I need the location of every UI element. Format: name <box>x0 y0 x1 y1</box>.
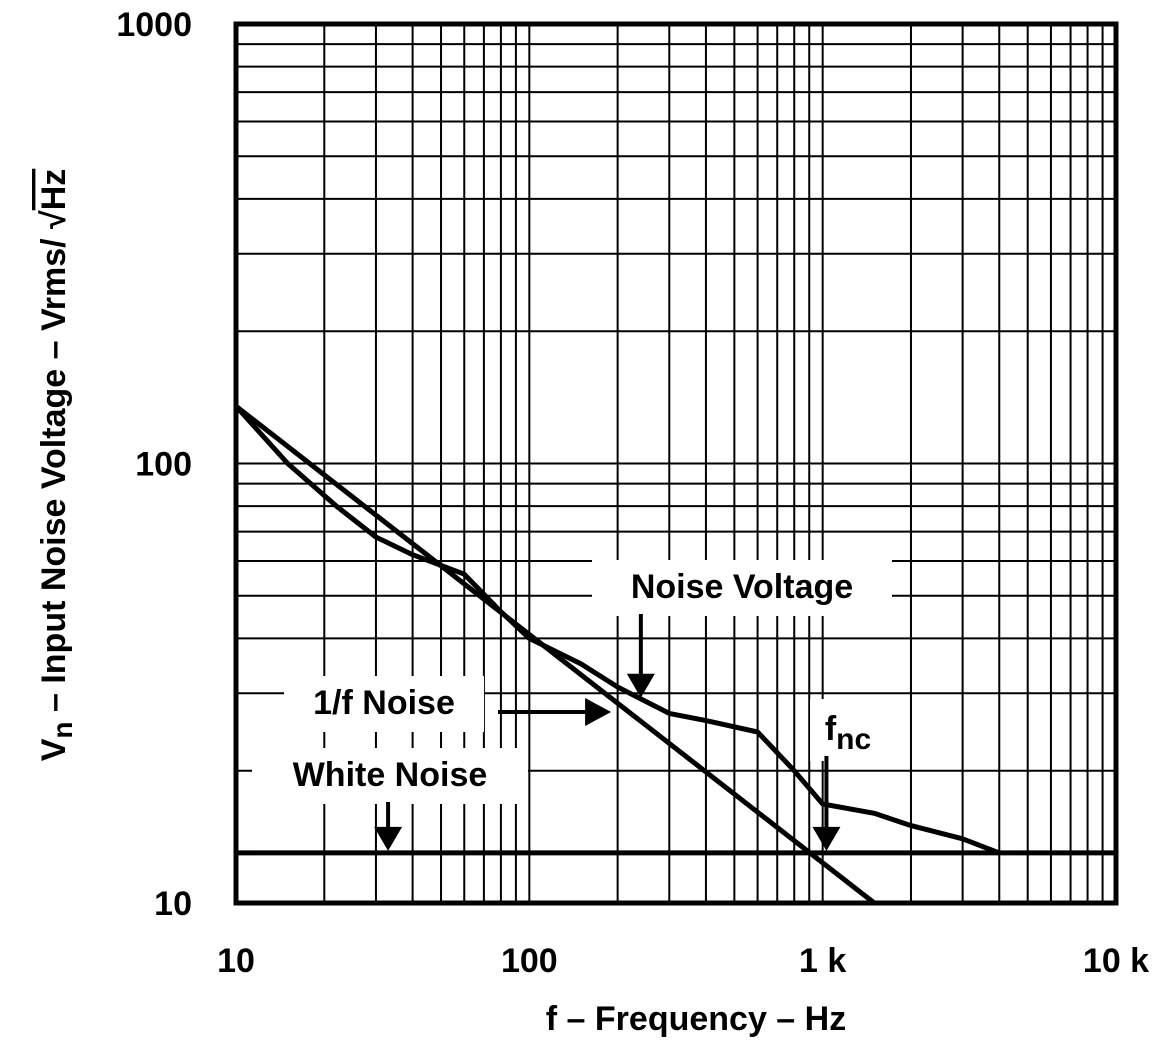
annotation-backdrop <box>592 560 892 616</box>
plot-frame <box>233 21 1119 906</box>
annotation-label: 1/f Noise <box>313 684 455 722</box>
series-line-3 <box>233 403 1002 856</box>
x-tick-label: 10 k <box>1083 942 1149 980</box>
arrow-right-icon <box>585 698 612 726</box>
annotation-backdrop <box>810 699 886 761</box>
y-tick-label: 10 <box>154 885 192 923</box>
y-axis-title: Vn – Input Noise Voltage – Vrms/ √Hz <box>35 169 78 762</box>
x-tick-label: 1 k <box>799 942 846 980</box>
annotation-backdrop <box>252 748 528 804</box>
y-axis-title-prefix: V <box>35 738 73 761</box>
grid <box>236 24 1116 903</box>
series-line-1 <box>233 403 877 906</box>
y-axis-title-radical: √ <box>35 210 73 229</box>
annotation-text: 1/f Noise <box>313 684 455 722</box>
y-tick-label: 1000 <box>116 6 192 44</box>
annotation-text: Noise Voltage <box>631 568 853 606</box>
annotation-white-noise: White Noise <box>252 748 528 851</box>
y-axis-title-sub: n <box>47 721 78 738</box>
y-axis-title-text: – Input Noise Voltage – Vrms/ <box>35 229 73 722</box>
arrow-down-icon <box>374 826 403 851</box>
svg-text:Vn – Input Noise Voltage – Vrm: Vn – Input Noise Voltage – Vrms/ √Hz <box>35 169 78 762</box>
y-tick-label: 100 <box>135 446 192 484</box>
y-axis-title-radicand: Hz <box>35 169 73 211</box>
annotation-noise-voltage: Noise Voltage <box>592 560 892 698</box>
annotation-backdrop <box>284 676 484 732</box>
annotation-label: fnc <box>825 710 871 756</box>
annotation-text: f <box>825 710 837 748</box>
annotation-fnc: fnc <box>810 699 886 851</box>
x-axis-title: f – Frequency – Hz <box>546 1000 846 1038</box>
annotations: Noise Voltage 1/f Noise White Noise fnc <box>252 560 892 851</box>
annotation-text: White Noise <box>293 756 488 794</box>
annotation-subscript: nc <box>836 723 871 756</box>
series-layer <box>233 403 1119 906</box>
x-tick-label: 10 <box>217 942 255 980</box>
arrow-down-icon <box>626 673 655 698</box>
x-tick-label: 100 <box>501 942 558 980</box>
tick-labels: 10 100 1 k 10 k 10 100 1000 <box>116 6 1149 980</box>
arrow-down-icon <box>812 826 841 851</box>
annotation-one-over-f: 1/f Noise <box>284 676 612 732</box>
annotation-label: White Noise <box>293 756 488 794</box>
annotation-label: Noise Voltage <box>631 568 853 606</box>
